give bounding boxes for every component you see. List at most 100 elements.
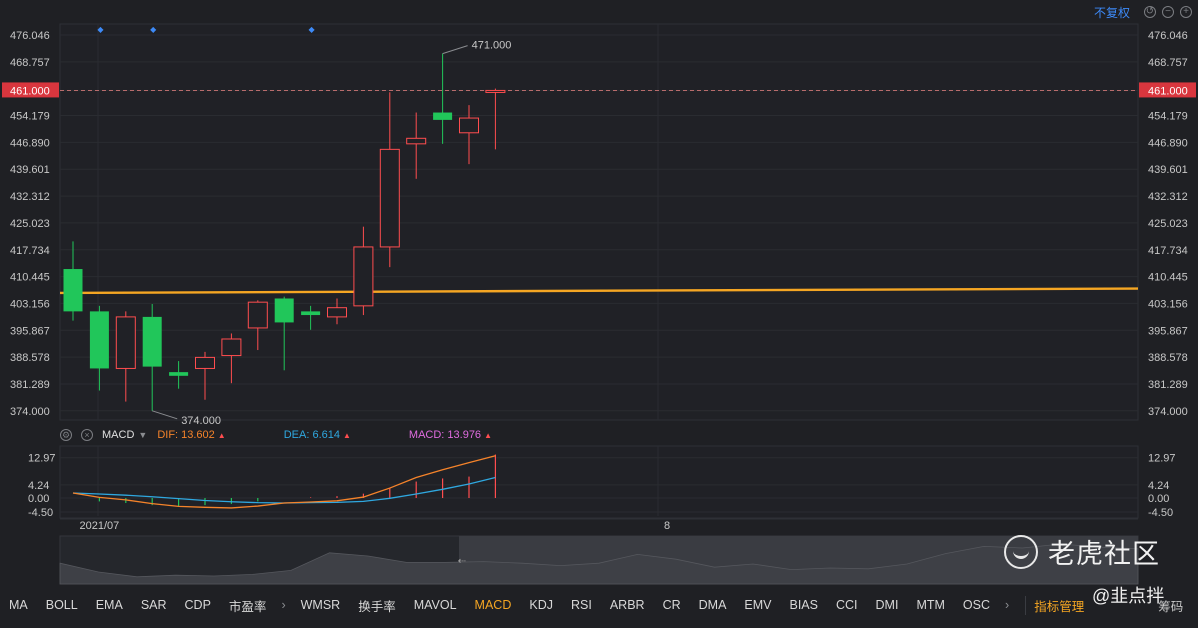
candle <box>115 311 136 402</box>
indicator-tick-label: 4.24 <box>1148 480 1169 492</box>
event-marker-icon: ◆ <box>150 25 157 34</box>
y-tick-label: 432.312 <box>10 191 50 203</box>
y-tick-label: 446.890 <box>1148 137 1188 149</box>
high-annotation-leader <box>442 45 468 55</box>
candle-body <box>459 117 479 134</box>
candle <box>327 298 347 325</box>
candle <box>89 305 109 391</box>
y-tick-label: 417.734 <box>1148 245 1188 257</box>
y-tick-label: 439.601 <box>10 164 50 176</box>
ma-line <box>59 287 1139 295</box>
candle-body <box>433 112 453 120</box>
candle-body <box>142 316 162 367</box>
chevron-right-icon[interactable]: › <box>1005 598 1010 612</box>
indicator-tick-label: 12.97 <box>1148 453 1176 465</box>
y-tick-label: 439.601 <box>1148 164 1188 176</box>
tab-bias[interactable]: BIAS <box>789 598 819 612</box>
y-tick-label: 395.867 <box>1148 325 1188 337</box>
tab-rsi[interactable]: RSI <box>570 598 592 612</box>
candle-body <box>353 246 374 307</box>
y-tick-label: 417.734 <box>10 245 50 257</box>
event-marker-icon: ◆ <box>309 25 316 34</box>
candle <box>142 304 162 411</box>
tab-dmi[interactable]: DMI <box>875 598 899 612</box>
candle <box>221 333 242 384</box>
indicator-name[interactable]: MACD <box>102 429 135 441</box>
main-chart-area <box>59 23 1139 421</box>
tab-kdj[interactable]: KDJ <box>529 598 553 612</box>
y-tick-label: 432.312 <box>1148 191 1188 203</box>
watermark-text: 老虎社区 <box>1048 539 1160 569</box>
candle <box>274 296 294 371</box>
y-tick-label: 388.578 <box>1148 352 1188 364</box>
tab-cr[interactable]: CR <box>662 598 681 612</box>
low-annotation-leader <box>152 410 178 420</box>
tab-换手率[interactable]: 换手率 <box>358 599 396 614</box>
indicator-tick-label: 0.00 <box>1148 493 1169 505</box>
tab-emv[interactable]: EMV <box>744 598 772 612</box>
date-label: 2021/07 <box>80 520 120 532</box>
tab-mavol[interactable]: MAVOL <box>413 598 457 612</box>
zoom-out-icon[interactable]: − <box>1162 6 1174 18</box>
candle <box>433 53 453 144</box>
tab-sar[interactable]: SAR <box>140 598 167 612</box>
tab-mtm[interactable]: MTM <box>916 598 945 612</box>
y-tick-label: 468.757 <box>10 57 50 69</box>
tab-osc[interactable]: OSC <box>962 598 991 612</box>
candle-body <box>406 137 427 145</box>
high-annotation-label: 471.000 <box>472 40 512 52</box>
tab-cdp[interactable]: CDP <box>184 598 211 612</box>
y-tick-label: 454.179 <box>10 111 50 123</box>
tab-市盈率[interactable]: 市盈率 <box>228 599 267 614</box>
tab-boll[interactable]: BOLL <box>45 598 78 612</box>
tab-wmsr[interactable]: WMSR <box>300 598 341 612</box>
chevron-right-icon[interactable]: › <box>281 598 286 612</box>
chevron-down-icon[interactable]: ▼ <box>138 430 148 440</box>
tab-dma[interactable]: DMA <box>698 598 727 612</box>
y-tick-label: 410.445 <box>10 272 50 284</box>
indicator-manage-button[interactable]: 指标管理 <box>1025 595 1084 615</box>
y-tick-label: 425.023 <box>1148 218 1188 230</box>
indicator-tick-label: 0.00 <box>28 493 49 505</box>
up-arrow-icon: ▲ <box>342 431 351 440</box>
tab-ema[interactable]: EMA <box>95 598 123 612</box>
date-label: 8 <box>664 520 670 532</box>
candle <box>247 300 268 351</box>
tab-ma[interactable]: MA <box>9 598 28 612</box>
candle <box>63 241 83 321</box>
current-price-tag <box>2 82 59 98</box>
y-tick-label: 468.757 <box>1148 57 1188 69</box>
candle <box>485 88 506 150</box>
candle <box>406 112 427 179</box>
y-tick-label: 403.156 <box>10 298 50 310</box>
y-tick-label: 461.000 <box>10 85 50 97</box>
y-tick-label: 381.289 <box>1148 379 1188 391</box>
candle-body <box>221 338 242 357</box>
candle <box>195 351 215 400</box>
y-tick-label: 374.000 <box>10 406 50 418</box>
candle-body <box>379 148 400 248</box>
price-adjust-toggle[interactable]: 不复权 <box>1093 5 1130 20</box>
chips-button[interactable]: 筹码 <box>1158 599 1184 614</box>
gear-icon[interactable]: ⚙ <box>60 429 72 441</box>
dif-value: DIF: 13.602 ▲ <box>157 429 226 441</box>
y-tick-label: 403.156 <box>1148 298 1188 310</box>
y-tick-label: 461.000 <box>1148 85 1188 97</box>
candle-body <box>327 307 347 318</box>
candle <box>169 361 189 389</box>
candle <box>353 226 374 316</box>
up-arrow-icon: ▲ <box>217 431 226 440</box>
y-tick-label: 446.890 <box>10 137 50 149</box>
zoom-in-icon[interactable]: + <box>1180 6 1192 18</box>
close-icon[interactable]: × <box>81 429 93 441</box>
undo-icon[interactable]: ↺ <box>1144 6 1156 18</box>
macd-value: MACD: 13.976 ▲ <box>408 429 492 441</box>
y-tick-label: 425.023 <box>10 218 50 230</box>
navigator-area <box>59 543 1139 585</box>
tab-cci[interactable]: CCI <box>836 598 858 612</box>
tab-arbr[interactable]: ARBR <box>609 598 645 612</box>
y-tick-label: 476.046 <box>1148 30 1188 42</box>
tab-macd[interactable]: MACD <box>474 598 512 612</box>
